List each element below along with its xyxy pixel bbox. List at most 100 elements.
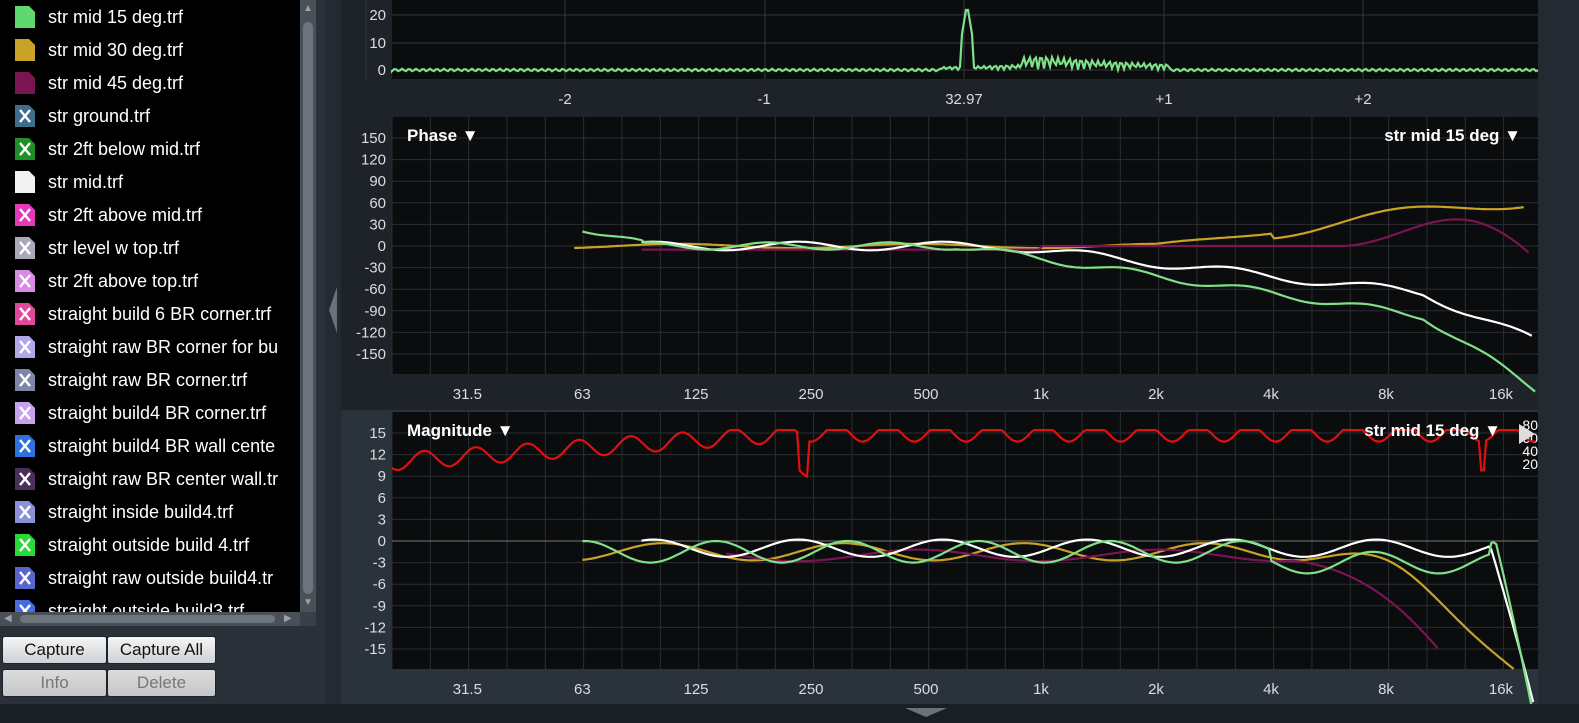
y-tick-label: -3: [373, 555, 386, 572]
x-tick-label: 8k: [1378, 681, 1394, 698]
magnitude-trace-selector[interactable]: str mid 15 deg ▼: [1364, 421, 1501, 440]
file-name: straight build4 BR corner.trf: [48, 403, 267, 423]
capture-button[interactable]: Capture: [2, 636, 107, 664]
file-list-item[interactable]: straight raw BR corner.trf: [0, 364, 300, 397]
y-tick-label: -6: [373, 576, 386, 593]
expand-right-arrow-icon[interactable]: [1519, 424, 1535, 444]
x-tick-label: 1k: [1033, 681, 1049, 698]
file-name: str mid.trf: [48, 172, 123, 192]
delete-button[interactable]: Delete: [107, 669, 216, 697]
file-list-item[interactable]: str 2ft above mid.trf: [0, 199, 300, 232]
file-excluded-icon: [15, 138, 35, 160]
file-icon: [15, 6, 35, 28]
file-list-vertical-scrollbar[interactable]: ▲ ▼: [300, 0, 316, 612]
y-tick-label: 10: [369, 35, 386, 52]
file-list-item[interactable]: str mid.trf: [0, 166, 300, 199]
file-name: straight build4 BR wall cente: [48, 436, 276, 456]
file-name: straight outside build3.trf: [48, 601, 245, 612]
y-tick-label: -9: [373, 598, 386, 615]
file-list-item[interactable]: straight inside build4.trf: [0, 496, 300, 529]
y-tick-label: -90: [364, 303, 386, 320]
y-tick-label: 30: [369, 216, 386, 233]
file-list-item[interactable]: straight build4 BR corner.trf: [0, 397, 300, 430]
file-excluded-icon: [15, 468, 35, 490]
file-list-horizontal-scrollbar[interactable]: ◀ ▶: [0, 612, 300, 626]
x-tick-label: 63: [574, 386, 591, 403]
phase-trace-45deg: [641, 218, 1530, 254]
magnitude-trace-45deg: [726, 548, 1439, 650]
file-name: straight inside build4.trf: [48, 502, 234, 522]
file-list[interactable]: str mid 15 deg.trf str mid 30 deg.trf str …: [0, 0, 300, 612]
magnitude-title-dropdown[interactable]: Magnitude ▼: [407, 421, 514, 440]
x-tick-label: +1: [1155, 91, 1172, 108]
x-tick-label: -2: [558, 91, 571, 108]
file-panel: str mid 15 deg.trf str mid 30 deg.trf str …: [0, 0, 325, 723]
file-list-item[interactable]: str level w top.trf: [0, 232, 300, 265]
file-excluded-icon: [15, 402, 35, 424]
file-list-item[interactable]: str mid 15 deg.trf: [0, 1, 300, 34]
scroll-right-arrow-icon[interactable]: ▶: [284, 613, 292, 624]
scroll-left-arrow-icon[interactable]: ◀: [4, 613, 12, 624]
collapse-panel-tab-icon[interactable]: [327, 285, 339, 335]
file-list-item[interactable]: str 2ft above top.trf: [0, 265, 300, 298]
magnitude-trace-15deg: [582, 539, 1535, 715]
file-name: straight raw BR center wall.tr: [48, 469, 279, 489]
coherence-tick-label: 20: [1522, 456, 1538, 472]
expand-bottom-arrow-icon[interactable]: [903, 706, 949, 718]
scroll-up-arrow-icon[interactable]: ▲: [303, 3, 313, 14]
file-list-item[interactable]: str ground.trf: [0, 100, 300, 133]
file-excluded-icon: [15, 534, 35, 556]
y-tick-label: -12: [364, 619, 386, 636]
file-excluded-icon: [15, 600, 35, 612]
y-tick-label: -15: [364, 641, 386, 658]
y-tick-label: -30: [364, 260, 386, 277]
file-name: str 2ft above top.trf: [48, 271, 199, 291]
coherence-trace: [391, 429, 1536, 479]
file-list-item[interactable]: straight outside build3.trf: [0, 595, 300, 612]
file-excluded-icon: [15, 435, 35, 457]
file-list-item[interactable]: straight raw BR corner for bu: [0, 331, 300, 364]
x-tick-label: 32.97: [945, 91, 983, 108]
x-tick-label: 8k: [1378, 386, 1394, 403]
y-tick-label: 120: [361, 152, 386, 169]
impulse-trace: [390, 8, 1539, 74]
y-tick-label: 60: [369, 195, 386, 212]
file-name: str 2ft above mid.trf: [48, 205, 203, 225]
file-name: str mid 15 deg.trf: [48, 7, 184, 27]
file-list-item[interactable]: straight raw BR center wall.tr: [0, 463, 300, 496]
x-tick-label: 250: [799, 681, 824, 698]
phase-title-dropdown[interactable]: Phase ▼: [407, 126, 479, 145]
file-list-item[interactable]: straight build4 BR wall cente: [0, 430, 300, 463]
y-tick-label: 0: [378, 533, 386, 550]
x-tick-label: 125: [684, 386, 709, 403]
scrollbar-thumb[interactable]: [303, 22, 313, 594]
scroll-down-arrow-icon[interactable]: ▼: [303, 597, 313, 608]
y-tick-label: 9: [378, 468, 386, 485]
x-tick-label: 31.5: [453, 681, 482, 698]
phase-trace-mid: [641, 240, 1533, 337]
capture-all-button[interactable]: Capture All: [107, 636, 216, 664]
info-button[interactable]: Info: [2, 669, 107, 697]
file-list-item[interactable]: straight outside build 4.trf: [0, 529, 300, 562]
x-tick-label: 31.5: [453, 386, 482, 403]
scroll-corner: [300, 612, 316, 626]
x-tick-label: +2: [1354, 91, 1371, 108]
x-tick-label: 16k: [1489, 681, 1514, 698]
file-icon: [15, 171, 35, 193]
file-list-item[interactable]: str mid 30 deg.trf: [0, 34, 300, 67]
x-tick-label: 500: [913, 681, 938, 698]
y-tick-label: -60: [364, 281, 386, 298]
file-list-item[interactable]: straight raw outside build4.tr: [0, 562, 300, 595]
magnitude-trace-mid: [641, 538, 1535, 703]
x-tick-label: 4k: [1263, 681, 1279, 698]
phase-trace-selector[interactable]: str mid 15 deg ▼: [1384, 126, 1521, 145]
scrollbar-thumb[interactable]: [20, 615, 275, 623]
y-tick-label: 0: [378, 62, 386, 79]
y-tick-label: 6: [378, 490, 386, 507]
file-list-item[interactable]: str 2ft below mid.trf: [0, 133, 300, 166]
file-name: straight raw BR corner.trf: [48, 370, 248, 390]
file-list-item[interactable]: straight build 6 BR corner.trf: [0, 298, 300, 331]
analyzer-main-area: 20 10 0 -2 -1 32.97 +1 +2 150 120 90 60 30 0 -30 -60-…: [341, 0, 1539, 715]
file-list-item[interactable]: str mid 45 deg.trf: [0, 67, 300, 100]
